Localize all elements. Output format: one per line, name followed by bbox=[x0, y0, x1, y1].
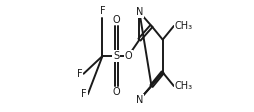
Text: CH₃: CH₃ bbox=[175, 21, 193, 31]
Text: F: F bbox=[100, 6, 105, 16]
Text: O: O bbox=[113, 15, 120, 25]
Text: O: O bbox=[124, 51, 132, 61]
Text: O: O bbox=[113, 87, 120, 97]
Text: CH₃: CH₃ bbox=[175, 81, 193, 91]
Text: F: F bbox=[77, 69, 83, 79]
Text: N: N bbox=[136, 7, 143, 17]
Text: F: F bbox=[81, 89, 87, 99]
Text: N: N bbox=[136, 95, 143, 105]
Text: S: S bbox=[113, 51, 119, 61]
